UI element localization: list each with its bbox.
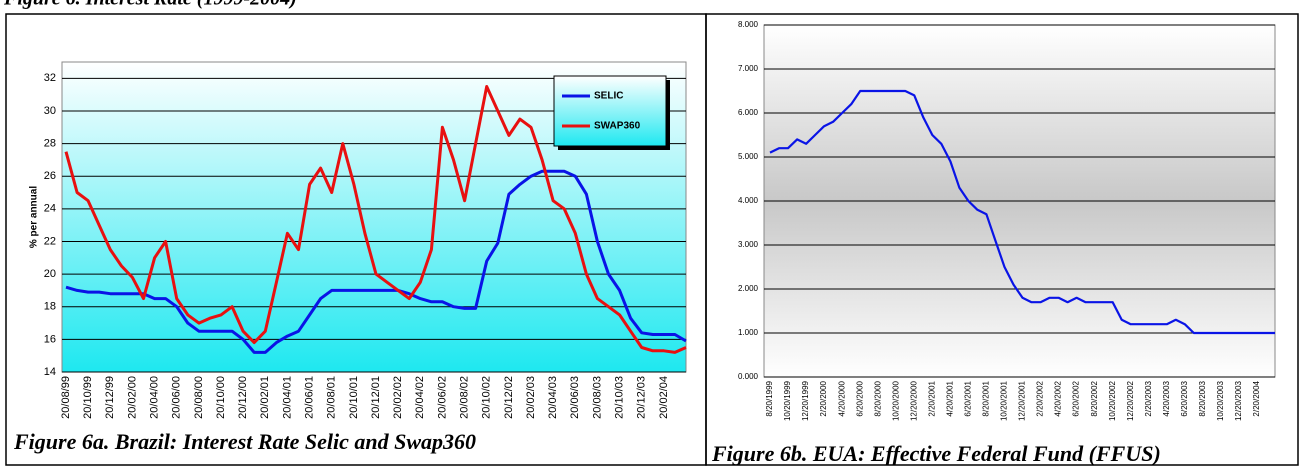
y-tick-label: 20 bbox=[44, 268, 56, 280]
x-tick-label: 20/12/01 bbox=[370, 376, 382, 419]
y-tick-label: 2.000 bbox=[738, 284, 759, 293]
x-tick-label: 2/20/2003 bbox=[1144, 380, 1153, 416]
x-tick-label: 2/20/2001 bbox=[927, 380, 936, 416]
x-tick-label: 4/20/2000 bbox=[837, 380, 846, 416]
x-tick-label: 20/08/00 bbox=[193, 376, 205, 419]
x-tick-label: 20/08/02 bbox=[458, 376, 470, 419]
x-tick-label: 20/02/04 bbox=[658, 376, 670, 419]
x-tick-label: 8/20/2001 bbox=[982, 380, 991, 416]
x-tick-label: 20/02/01 bbox=[259, 376, 271, 419]
x-tick-label: 8/20/2002 bbox=[1090, 380, 1099, 416]
x-tick-label: 20/04/03 bbox=[547, 376, 559, 419]
y-tick-label: 28 bbox=[44, 137, 56, 149]
y-tick-label: 8.000 bbox=[738, 20, 759, 29]
x-tick-label: 6/20/2000 bbox=[855, 380, 864, 416]
y-tick-label: 0.000 bbox=[738, 372, 759, 381]
legend bbox=[553, 75, 667, 147]
x-tick-label: 8/20/1999 bbox=[765, 380, 774, 416]
panel-border bbox=[705, 13, 1299, 466]
x-tick-label: 2/20/2002 bbox=[1036, 380, 1045, 416]
x-tick-label: 20/04/02 bbox=[414, 376, 426, 419]
y-tick-label: 18 bbox=[44, 301, 56, 313]
y-tick-label: 24 bbox=[44, 203, 56, 215]
x-tick-label: 20/12/99 bbox=[104, 376, 116, 419]
y-tick-label: 14 bbox=[44, 366, 56, 378]
x-tick-label: 10/20/2003 bbox=[1216, 380, 1225, 421]
x-tick-label: 20/10/01 bbox=[348, 376, 360, 419]
chart-title: Figure 6b. EUA: Effective Federal Fund (… bbox=[711, 441, 1161, 466]
line bbox=[64, 85, 687, 354]
x-tick-label: 20/04/00 bbox=[148, 376, 160, 419]
x-tick-label: 10/20/1999 bbox=[783, 380, 792, 421]
x-tick-label: 4/20/2001 bbox=[945, 380, 954, 416]
x-tick-label: 20/04/01 bbox=[281, 376, 293, 419]
line bbox=[65, 169, 687, 354]
x-tick-label: 10/20/2001 bbox=[1000, 380, 1009, 421]
y-tick-label: 32 bbox=[44, 72, 56, 84]
x-tick-label: 12/20/2001 bbox=[1018, 380, 1027, 421]
x-tick-label: 20/08/01 bbox=[326, 376, 338, 419]
x-tick-label: 20/08/03 bbox=[591, 376, 603, 419]
x-tick-label: 20/10/03 bbox=[613, 376, 625, 419]
x-tick-label: 20/08/99 bbox=[60, 376, 72, 419]
figure-title: Figure 6. Interest Rate (1999-2004) bbox=[3, 0, 297, 10]
x-tick-label: 20/10/00 bbox=[215, 376, 227, 419]
x-tick-label: 20/10/99 bbox=[82, 376, 94, 419]
x-tick-label: 4/20/2003 bbox=[1162, 380, 1171, 416]
x-tick-label: 12/20/1999 bbox=[801, 380, 810, 421]
x-tick-label: 20/12/02 bbox=[503, 376, 515, 419]
chart-title: Figure 6a. Brazil: Interest Rate Selic a… bbox=[13, 429, 476, 454]
x-tick-label: 20/02/02 bbox=[392, 376, 404, 419]
x-tick-label: 20/06/03 bbox=[569, 376, 581, 419]
x-tick-label: 8/20/2003 bbox=[1198, 380, 1207, 416]
x-tick-label: 2/20/2004 bbox=[1252, 380, 1261, 416]
x-tick-label: 20/02/03 bbox=[525, 376, 537, 419]
x-tick-label: 20/10/02 bbox=[481, 376, 493, 419]
x-tick-label: 10/20/2000 bbox=[891, 380, 900, 421]
legend-label: SELIC bbox=[594, 91, 623, 102]
y-tick-label: 3.000 bbox=[738, 240, 759, 249]
x-tick-label: 12/20/2003 bbox=[1234, 380, 1243, 421]
line bbox=[769, 89, 1275, 335]
y-tick-label: 4.000 bbox=[738, 196, 759, 205]
x-tick-label: 20/12/03 bbox=[636, 376, 648, 419]
x-tick-label: 12/20/2002 bbox=[1126, 380, 1135, 421]
legend-label: SWAP360 bbox=[594, 121, 641, 132]
y-tick-label: 16 bbox=[44, 333, 56, 345]
y-tick-label: 1.000 bbox=[738, 328, 759, 337]
x-tick-label: 12/20/2000 bbox=[909, 380, 918, 421]
x-tick-label: 6/20/2001 bbox=[964, 380, 973, 416]
y-tick-label: 22 bbox=[44, 235, 56, 247]
x-tick-label: 6/20/2003 bbox=[1180, 380, 1189, 416]
x-tick-label: 4/20/2002 bbox=[1054, 380, 1063, 416]
y-tick-label: 7.000 bbox=[738, 64, 759, 73]
x-tick-label: 20/02/00 bbox=[126, 376, 138, 419]
x-tick-label: 20/06/00 bbox=[171, 376, 183, 419]
x-tick-label: 2/20/2000 bbox=[819, 380, 828, 416]
y-tick-label: 6.000 bbox=[738, 108, 759, 117]
x-tick-label: 20/12/00 bbox=[237, 376, 249, 419]
x-tick-label: 20/06/02 bbox=[436, 376, 448, 419]
x-tick-label: 20/06/01 bbox=[303, 376, 315, 419]
x-tick-label: 8/20/2000 bbox=[873, 380, 882, 416]
x-tick-label: 10/20/2002 bbox=[1108, 380, 1117, 421]
x-tick-label: 6/20/2002 bbox=[1072, 380, 1081, 416]
y-axis-label: % per annual bbox=[29, 186, 40, 248]
y-tick-label: 5.000 bbox=[738, 152, 759, 161]
y-tick-label: 30 bbox=[44, 105, 56, 117]
y-tick-label: 26 bbox=[44, 170, 56, 182]
